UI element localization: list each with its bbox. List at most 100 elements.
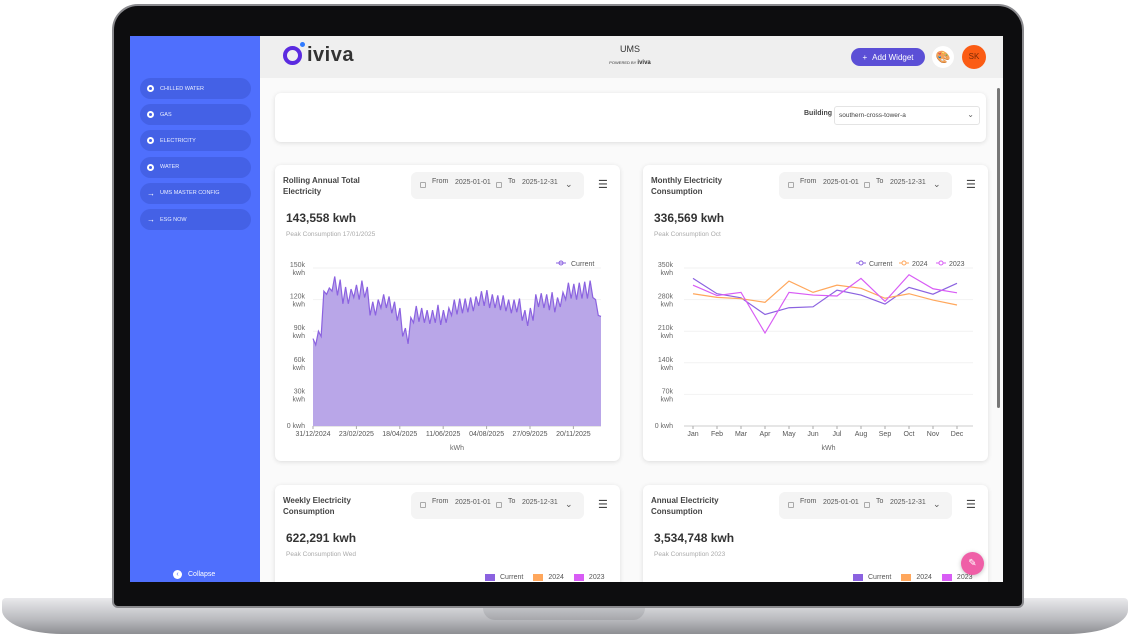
y-tick-label: 30k kwh [293, 388, 306, 403]
x-tick-label: Dec [951, 431, 964, 438]
x-tick-label: May [782, 431, 796, 438]
x-tick-label: 31/12/2024 [295, 431, 330, 438]
legend-label: 2024 [548, 574, 564, 581]
date-range-picker[interactable]: From 2025-01-01 To 2025-12-31 ⌄ [779, 492, 952, 519]
x-tick-label: Mar [735, 431, 748, 438]
y-tick-label: 210k kwh [658, 325, 674, 340]
x-tick-label: Nov [927, 431, 940, 438]
legend-item[interactable]: Current [853, 574, 891, 581]
from-label: From [432, 178, 449, 185]
x-tick-label: Aug [855, 431, 868, 438]
series-line-2023 [692, 274, 958, 335]
from-date[interactable]: 2025-01-01 [823, 179, 859, 186]
building-value: southern-cross-tower-a [839, 112, 906, 119]
widget-title: Rolling Annual Total Electricity [283, 176, 360, 196]
filter-settings-icon[interactable]: ☰ [598, 499, 608, 511]
legend-swatch [533, 574, 544, 581]
legend-item[interactable]: 2024 [533, 574, 564, 581]
chevron-down-icon[interactable]: ⌄ [565, 499, 573, 509]
legend-swatch [901, 574, 912, 581]
x-tick-label: 23/02/2025 [339, 431, 374, 438]
peak-consumption: Peak Consumption 2023 [654, 551, 726, 558]
sidebar-item-label: GAS [160, 111, 172, 118]
to-label: To [876, 498, 884, 505]
sidebar-item-label: UMS MASTER CONFIG [160, 190, 220, 197]
widget-title: Annual Electricity Consumption [651, 496, 719, 516]
sidebar-item-esg-now[interactable]: → ESG NOW [140, 209, 251, 230]
date-range-picker[interactable]: From 2025-01-01 To 2025-12-31 ⌄ [411, 172, 584, 199]
chevron-down-icon[interactable]: ⌄ [933, 499, 941, 509]
y-tick-label: 150k kwh [290, 262, 306, 277]
peak-consumption: Peak Consumption Wed [286, 551, 356, 558]
arrow-right-icon: → [147, 215, 155, 224]
y-tick-label: 350k kwh [658, 262, 674, 277]
filter-settings-icon[interactable]: ☰ [598, 179, 608, 191]
collapse-label: Collapse [188, 571, 216, 578]
from-label: From [800, 178, 817, 185]
legend-label: Current [571, 261, 594, 268]
to-date[interactable]: 2025-12-31 [522, 499, 558, 506]
total-value: 3,534,748 kwh [654, 531, 735, 545]
sidebar-item-electricity[interactable]: ELECTRICITY [140, 130, 251, 152]
widget-card: Weekly Electricity Consumption From 2025… [275, 485, 620, 582]
chevron-down-icon[interactable]: ⌄ [565, 179, 573, 189]
palette-icon[interactable]: 🎨 [932, 46, 954, 68]
edit-fab-button[interactable]: ✎ [961, 552, 984, 575]
filter-settings-icon[interactable]: ☰ [966, 499, 976, 511]
filter-settings-icon[interactable]: ☰ [966, 179, 976, 191]
chevron-down-icon: ⌄ [967, 110, 974, 119]
sidebar-item-water[interactable]: WATER [140, 156, 251, 178]
add-widget-button[interactable]: + Add Widget [851, 48, 925, 66]
y-tick-label: 70k kwh [661, 388, 674, 403]
date-range-picker[interactable]: From 2025-01-01 To 2025-12-31 ⌄ [411, 492, 584, 519]
x-tick-label: 27/09/2025 [512, 431, 547, 438]
calendar-icon [788, 502, 794, 508]
laptop-notch [483, 604, 645, 620]
to-date[interactable]: 2025-12-31 [522, 179, 558, 186]
legend-item[interactable]: 2023 [573, 574, 605, 581]
powered-by: POWERED BY iviva [590, 60, 670, 66]
to-date[interactable]: 2025-12-31 [890, 499, 926, 506]
scrollbar[interactable] [997, 88, 1000, 408]
date-range-picker[interactable]: From 2025-01-01 To 2025-12-31 ⌄ [779, 172, 952, 199]
logo-ring-icon [283, 42, 305, 65]
building-label: Building [804, 110, 832, 117]
filter-card: Building southern-cross-tower-a ⌄ [275, 93, 986, 142]
chart-legend: Current 2024 2023 [853, 574, 973, 581]
from-date[interactable]: 2025-01-01 [455, 179, 491, 186]
sidebar-item-ums-master-config[interactable]: → UMS MASTER CONFIG [140, 182, 251, 204]
peak-consumption: Peak Consumption Oct [654, 231, 721, 238]
y-tick-label: 0 kwh [655, 423, 673, 430]
building-select[interactable]: southern-cross-tower-a ⌄ [834, 106, 980, 125]
avatar[interactable]: SK [962, 45, 986, 69]
legend-label: 2024 [912, 261, 928, 268]
sidebar-item-label: ELECTRICITY [160, 137, 196, 144]
sidebar-item-gas[interactable]: GAS [140, 104, 251, 126]
widget-card: Annual Electricity Consumption From 2025… [643, 485, 988, 582]
powered-by-brand: iviva [637, 60, 651, 66]
chevron-down-icon[interactable]: ⌄ [933, 179, 941, 189]
collapse-button[interactable]: ‹ Collapse [173, 570, 215, 579]
radio-dot-icon [147, 137, 154, 145]
logo: iviva [283, 42, 354, 67]
legend-item[interactable]: 2024 [901, 574, 932, 581]
legend-item[interactable]: 2023 [941, 574, 973, 581]
to-date[interactable]: 2025-12-31 [890, 179, 926, 186]
radio-dot-icon [147, 163, 154, 171]
total-value: 143,558 kwh [286, 211, 357, 225]
y-tick-label: 90k kwh [293, 325, 306, 340]
area-fill [313, 276, 601, 426]
widget-title: Monthly Electricity Consumption [651, 176, 723, 196]
sidebar-item-label: ESG NOW [160, 216, 187, 223]
to-label: To [508, 498, 516, 505]
arrow-right-icon: → [147, 188, 155, 198]
legend-item[interactable]: Current [485, 574, 523, 581]
legend-marker [858, 260, 864, 266]
from-date[interactable]: 2025-01-01 [455, 499, 491, 506]
chart-legend: Current 2024 2023 [485, 574, 605, 581]
from-date[interactable]: 2025-01-01 [823, 499, 859, 506]
add-widget-label: Add Widget [872, 52, 914, 62]
header: iviva UMS POWERED BY iviva + Add Widget 🎨… [260, 36, 1003, 78]
calendar-icon [864, 182, 870, 188]
sidebar-item-chilled-water[interactable]: CHILLED WATER [140, 78, 251, 99]
